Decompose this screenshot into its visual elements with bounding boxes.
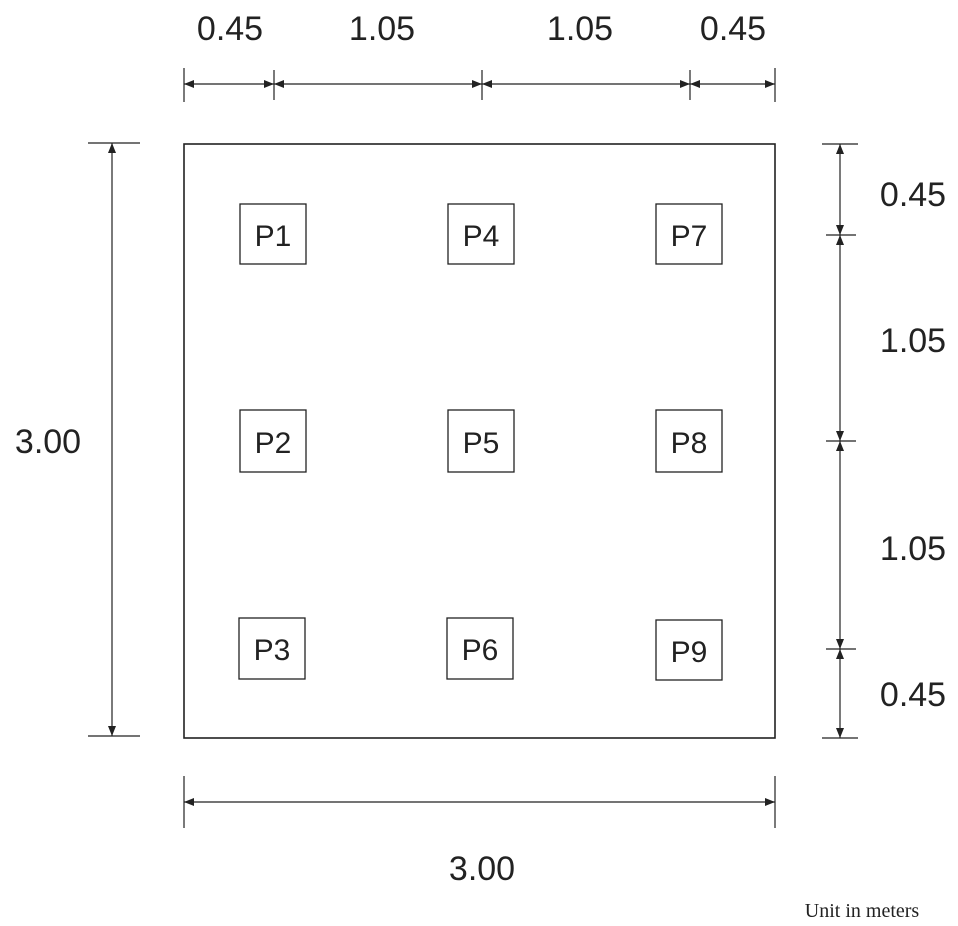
pile-p6: P6 — [446, 617, 514, 680]
pile-p4: P4 — [447, 203, 515, 265]
pile-box — [655, 619, 723, 681]
pile-label: P6 — [462, 634, 499, 667]
pile-box — [655, 203, 723, 265]
pile-p3: P3 — [238, 617, 306, 680]
pile-label: P3 — [254, 634, 291, 667]
top-dim-label-1: 0.45 — [197, 10, 263, 48]
pile-box — [655, 409, 723, 473]
pile-label: P1 — [255, 220, 292, 253]
pile-box — [239, 203, 307, 265]
right-dim-label-1: 0.45 — [880, 176, 946, 214]
pile-p9: P9 — [655, 619, 723, 681]
pile-box — [447, 203, 515, 265]
pile-label: P2 — [255, 427, 292, 460]
pile-label: P4 — [463, 220, 500, 253]
bottom-dimension — [183, 776, 776, 828]
pile-label: P7 — [671, 220, 708, 253]
top-dim-label-4: 0.45 — [700, 10, 766, 48]
pile-p1: P1 — [239, 203, 307, 265]
right-dim-label-4: 0.45 — [880, 676, 946, 714]
pile-box — [239, 409, 307, 473]
pile-p7: P7 — [655, 203, 723, 265]
pile-box — [238, 617, 306, 680]
left-dimension — [88, 142, 140, 737]
footing-outline — [183, 143, 776, 739]
top-dim-label-3: 1.05 — [547, 10, 613, 48]
right-dim-label-3: 1.05 — [880, 530, 946, 568]
pile-label: P5 — [463, 427, 500, 460]
top-dim-label-2: 1.05 — [349, 10, 415, 48]
unit-note: Unit in meters — [805, 900, 920, 922]
pile-p2: P2 — [239, 409, 307, 473]
pile-p8: P8 — [655, 409, 723, 473]
pile-label: P8 — [671, 427, 708, 460]
top-dimension-chain — [183, 68, 776, 102]
pile-box — [446, 617, 514, 680]
left-dim-label: 3.00 — [15, 423, 81, 461]
right-dimension-chain — [822, 143, 858, 739]
pile-label: P9 — [671, 636, 708, 669]
right-dim-label-2: 1.05 — [880, 322, 946, 360]
bottom-dim-label: 3.00 — [449, 850, 515, 888]
pile-p5: P5 — [447, 409, 515, 473]
pile-box — [447, 409, 515, 473]
